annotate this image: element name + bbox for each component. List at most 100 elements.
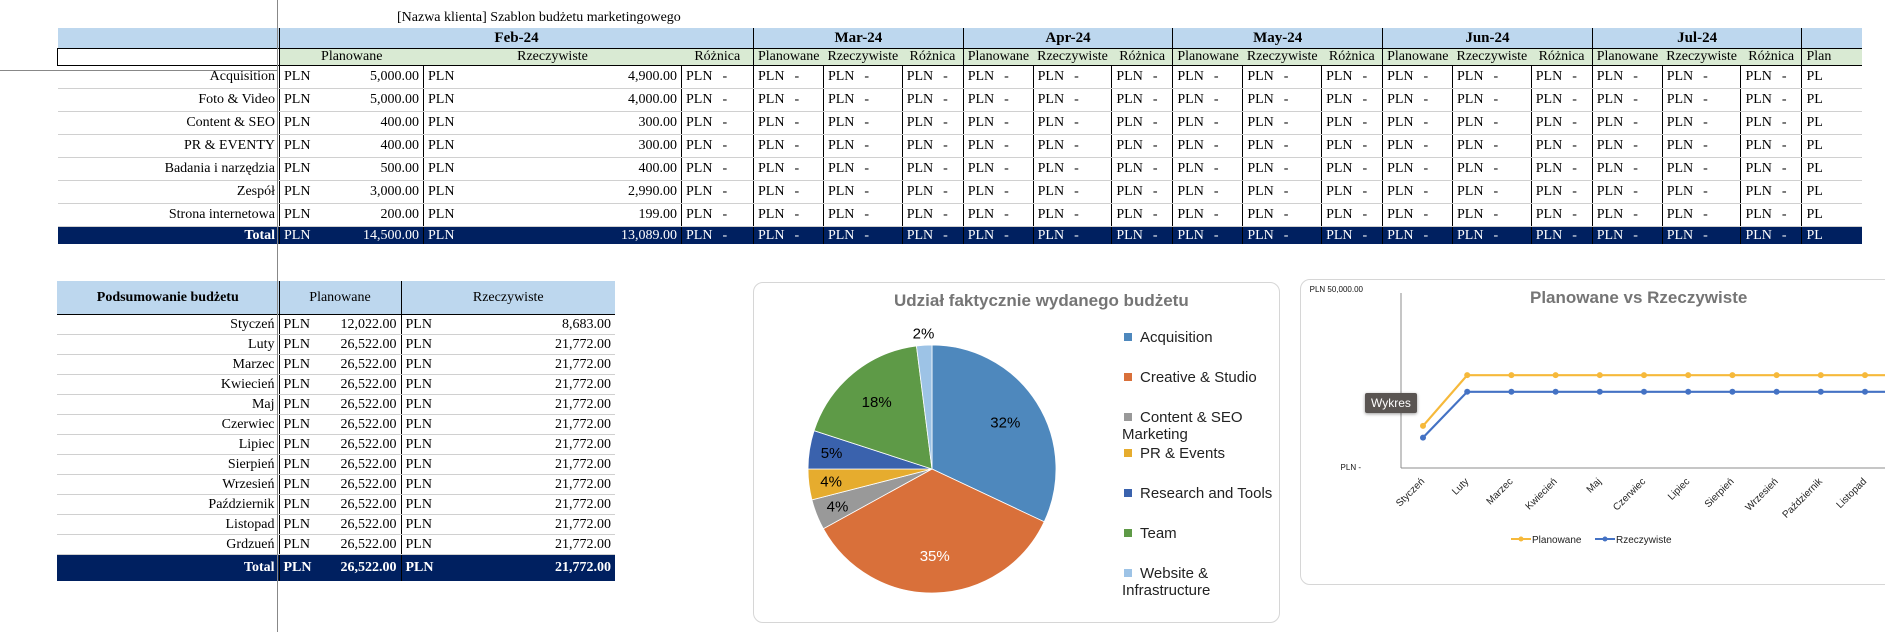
total-actual-cell[interactable]: PLN 13,089.00 <box>423 226 682 244</box>
actual-cell[interactable]: PLN - <box>1032 88 1112 112</box>
planned-cell[interactable]: PLN 26,522.00 <box>278 414 401 435</box>
total-label[interactable]: Total <box>57 226 280 244</box>
diff-cell[interactable]: PLN - <box>1111 88 1173 112</box>
legend-item[interactable]: PR & Events <box>1124 445 1225 462</box>
planned-cell[interactable]: PLN 26,522.00 <box>278 334 401 355</box>
diff-cell[interactable]: PLN - <box>681 65 754 89</box>
planned-cell[interactable]: PLN - <box>753 157 824 181</box>
actual-cell[interactable]: PLN - <box>1242 203 1322 227</box>
actual-cell[interactable]: PLN - <box>1452 134 1532 158</box>
month-label[interactable]: Marzec <box>57 354 279 375</box>
actual-cell[interactable]: PLN - <box>1242 111 1322 135</box>
data-point-planowane[interactable] <box>1596 372 1603 379</box>
planned-cell[interactable]: PLN 5,000.00 <box>279 88 424 112</box>
diff-cell[interactable]: PLN - <box>1111 65 1173 89</box>
actual-cell[interactable]: PLN 4,000.00 <box>423 88 682 112</box>
subheader-actual[interactable]: Rzeczywiste <box>423 48 682 66</box>
actual-cell[interactable]: PLN - <box>822 203 903 227</box>
actual-cell[interactable]: PLN 21,772.00 <box>400 514 615 535</box>
actual-cell[interactable]: PLN - <box>822 65 903 89</box>
row-label[interactable]: Foto & Video <box>57 88 280 112</box>
diff-cell[interactable]: PLN - <box>1740 111 1802 135</box>
diff-cell[interactable]: PLN - <box>681 180 754 204</box>
total-diff-cell[interactable]: PLN - <box>1111 226 1173 244</box>
subheader-partial[interactable]: Plan <box>1801 48 1862 66</box>
planned-cell[interactable]: PLN 26,522.00 <box>278 394 401 415</box>
planned-cell[interactable]: PLN - <box>1591 134 1663 158</box>
freeze-pane-horizontal[interactable] <box>0 70 278 71</box>
month-label[interactable]: Kwiecień <box>57 374 279 395</box>
data-point-planowane[interactable] <box>1862 372 1868 379</box>
data-point-planowane[interactable] <box>1817 372 1824 379</box>
blank-subheader-cell[interactable] <box>57 48 280 66</box>
month-label[interactable]: Październik <box>57 494 279 515</box>
row-label[interactable]: Zespół <box>57 180 280 204</box>
planned-cell[interactable]: PLN - <box>1382 134 1453 158</box>
total-actual-cell[interactable]: PLN - <box>1032 226 1112 244</box>
diff-cell[interactable]: PLN - <box>1321 180 1383 204</box>
planned-cell[interactable]: PLN - <box>1172 203 1243 227</box>
month-header-jun-24[interactable]: Jun-24 <box>1382 28 1593 49</box>
planned-cell[interactable]: PLN - <box>753 111 824 135</box>
diff-cell[interactable]: PLN - <box>1111 180 1173 204</box>
actual-cell[interactable]: PLN - <box>1242 88 1322 112</box>
series-line-planowane[interactable] <box>1422 374 1885 427</box>
month-label[interactable]: Wrzesień <box>57 474 279 495</box>
actual-cell[interactable]: PLN 21,772.00 <box>400 534 615 555</box>
row-label[interactable]: Acquisition <box>57 65 280 89</box>
planned-cell[interactable]: PLN 400.00 <box>279 111 424 135</box>
actual-cell[interactable]: PLN - <box>1242 134 1322 158</box>
data-point-planowane[interactable] <box>1641 372 1647 379</box>
data-point-rzeczywiste[interactable] <box>1508 388 1515 395</box>
partial-cell[interactable]: PL <box>1801 203 1862 227</box>
data-point-rzeczywiste[interactable] <box>1596 388 1603 395</box>
planned-cell[interactable]: PLN - <box>1172 111 1243 135</box>
summary-total-planned[interactable]: PLN 26,522.00 <box>278 554 401 581</box>
subheader-planned[interactable]: Planowane <box>753 48 824 66</box>
diff-cell[interactable]: PLN - <box>901 203 964 227</box>
planned-cell[interactable]: PLN - <box>1591 88 1663 112</box>
diff-cell[interactable]: PLN - <box>901 134 964 158</box>
subheader-diff[interactable]: Różnica <box>1111 48 1173 66</box>
month-header-partial[interactable] <box>1801 28 1862 49</box>
diff-cell[interactable]: PLN - <box>1740 157 1802 181</box>
partial-cell[interactable]: PL <box>1801 157 1862 181</box>
actual-cell[interactable]: PLN 21,772.00 <box>400 494 615 515</box>
series-line-rzeczywiste[interactable] <box>1422 390 1885 439</box>
actual-cell[interactable]: PLN 21,772.00 <box>400 454 615 475</box>
actual-cell[interactable]: PLN - <box>1242 65 1322 89</box>
planned-cell[interactable]: PLN 3,000.00 <box>279 180 424 204</box>
total-planned-cell[interactable]: PLN - <box>753 226 824 244</box>
actual-cell[interactable]: PLN 8,683.00 <box>400 314 615 335</box>
total-actual-cell[interactable]: PLN - <box>1661 226 1741 244</box>
subheader-actual[interactable]: Rzeczywiste <box>1242 48 1322 66</box>
actual-cell[interactable]: PLN - <box>1032 180 1112 204</box>
actual-cell[interactable]: PLN - <box>1452 65 1532 89</box>
data-point-rzeczywiste[interactable] <box>1464 388 1471 395</box>
data-point-rzeczywiste[interactable] <box>1862 388 1868 395</box>
actual-cell[interactable]: PLN - <box>822 111 903 135</box>
total-planned-cell[interactable]: PLN - <box>1172 226 1243 244</box>
actual-cell[interactable]: PLN - <box>822 88 903 112</box>
total-actual-cell[interactable]: PLN - <box>1242 226 1322 244</box>
diff-cell[interactable]: PLN - <box>1321 157 1383 181</box>
planned-cell[interactable]: PLN - <box>753 65 824 89</box>
summary-total-actual[interactable]: PLN 21,772.00 <box>400 554 615 581</box>
actual-cell[interactable]: PLN 199.00 <box>423 203 682 227</box>
total-diff-cell[interactable]: PLN - <box>1530 226 1593 244</box>
actual-cell[interactable]: PLN - <box>1452 157 1532 181</box>
planned-cell[interactable]: PLN - <box>753 134 824 158</box>
actual-cell[interactable]: PLN - <box>1452 88 1532 112</box>
diff-cell[interactable]: PLN - <box>1530 65 1593 89</box>
total-diff-cell[interactable]: PLN - <box>1740 226 1802 244</box>
actual-cell[interactable]: PLN 300.00 <box>423 134 682 158</box>
diff-cell[interactable]: PLN - <box>681 157 754 181</box>
row-label[interactable]: Strona internetowa <box>57 203 280 227</box>
data-point-rzeczywiste[interactable] <box>1420 434 1426 441</box>
planned-cell[interactable]: PLN - <box>962 157 1034 181</box>
month-header-feb-24[interactable]: Feb-24 <box>279 28 754 49</box>
actual-cell[interactable]: PLN 21,772.00 <box>400 374 615 395</box>
data-point-planowane[interactable] <box>1685 372 1692 379</box>
diff-cell[interactable]: PLN - <box>1111 134 1173 158</box>
diff-cell[interactable]: PLN - <box>901 65 964 89</box>
